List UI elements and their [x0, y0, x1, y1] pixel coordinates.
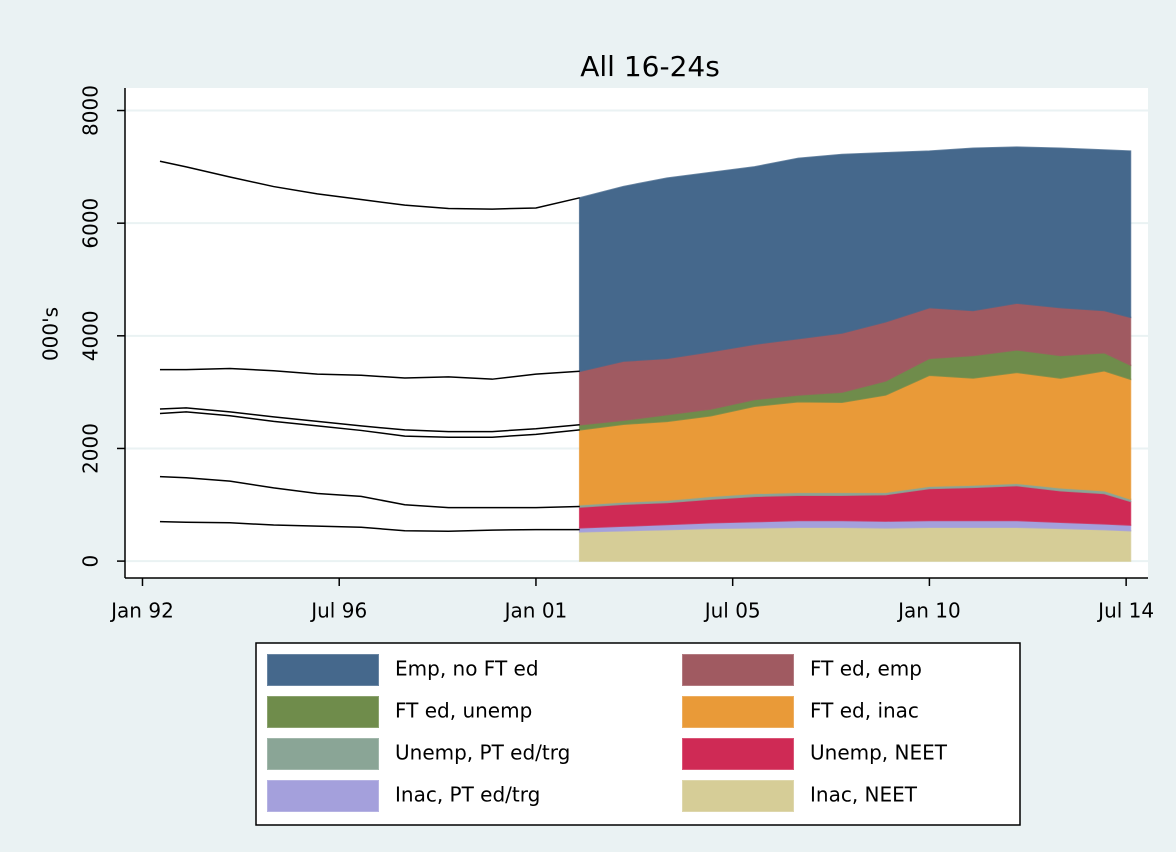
x-tick-label: Jan 10	[896, 599, 961, 623]
y-tick-label: 6000	[79, 198, 103, 249]
legend-swatch	[682, 654, 794, 686]
y-tick-label: 2000	[79, 423, 103, 474]
y-tick-label: 0	[79, 555, 103, 568]
area	[578, 526, 1132, 562]
x-tick-label: Jul 05	[703, 599, 761, 623]
line	[159, 475, 580, 509]
legend-label: FT ed, inac	[810, 699, 919, 723]
legend-swatch	[682, 738, 794, 770]
legend-swatch	[267, 654, 379, 686]
legend-swatch	[682, 696, 794, 728]
x-tick-label: Jul 14	[1096, 599, 1154, 623]
legend-swatch	[267, 780, 379, 812]
legend-label: Unemp, NEET	[810, 741, 948, 765]
legend	[255, 642, 1021, 826]
legend-label: Inac, PT ed/trg	[395, 783, 540, 807]
line	[159, 160, 580, 210]
chart-title: All 16-24s	[580, 50, 720, 83]
line	[159, 411, 580, 438]
y-tick-label: 4000	[79, 310, 103, 361]
legend-swatch	[682, 780, 794, 812]
legend-label: FT ed, unemp	[395, 699, 532, 723]
line	[159, 367, 580, 380]
legend-swatch	[267, 738, 379, 770]
x-tick-label: Jan 92	[109, 599, 174, 623]
x-tick-label: Jul 96	[309, 599, 367, 623]
y-tick-label: 8000	[79, 85, 103, 136]
legend-label: Emp, no FT ed	[395, 657, 539, 681]
y-axis-label: 000's	[39, 307, 63, 361]
legend-label: Unemp, PT ed/trg	[395, 741, 570, 765]
legend-swatch	[267, 696, 379, 728]
area	[578, 146, 1132, 373]
legend-label: FT ed, emp	[810, 657, 922, 681]
x-tick-label: Jan 01	[503, 599, 568, 623]
line	[159, 407, 580, 433]
legend-label: Inac, NEET	[810, 783, 918, 807]
line	[159, 520, 580, 533]
